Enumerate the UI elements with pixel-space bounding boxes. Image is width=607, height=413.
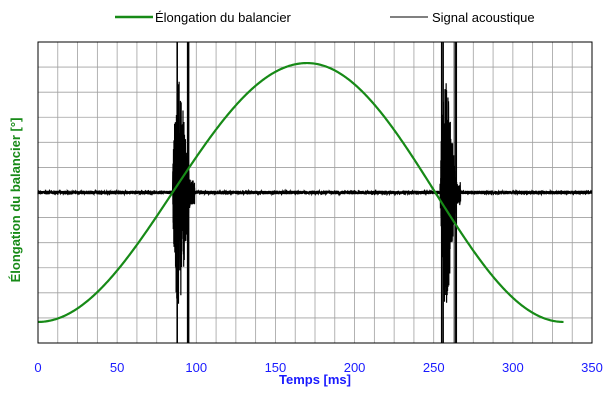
x-tick-labels: 0 50 100 150 200 250 300 350 (34, 360, 602, 375)
x-tick-label: 0 (34, 360, 41, 375)
series-layer (37, 42, 593, 343)
x-tick-label: 50 (110, 360, 124, 375)
x-tick-label: 350 (581, 360, 603, 375)
legend-label-elongation: Élongation du balancier (155, 10, 292, 25)
x-tick-label: 150 (265, 360, 287, 375)
x-tick-label: 300 (502, 360, 524, 375)
legend: Élongation du balancier Signal acoustiqu… (115, 10, 535, 25)
x-axis-label: Temps [ms] (279, 372, 351, 387)
legend-label-acoustic: Signal acoustique (432, 10, 535, 25)
x-tick-label: 250 (423, 360, 445, 375)
x-tick-label: 200 (344, 360, 366, 375)
x-tick-label: 100 (185, 360, 207, 375)
plot-frame (37, 41, 593, 344)
series-line-elongation (37, 61, 564, 324)
y-axis-label: Élongation du balancier [°] (8, 118, 23, 283)
series-line-acoustic (37, 81, 593, 304)
